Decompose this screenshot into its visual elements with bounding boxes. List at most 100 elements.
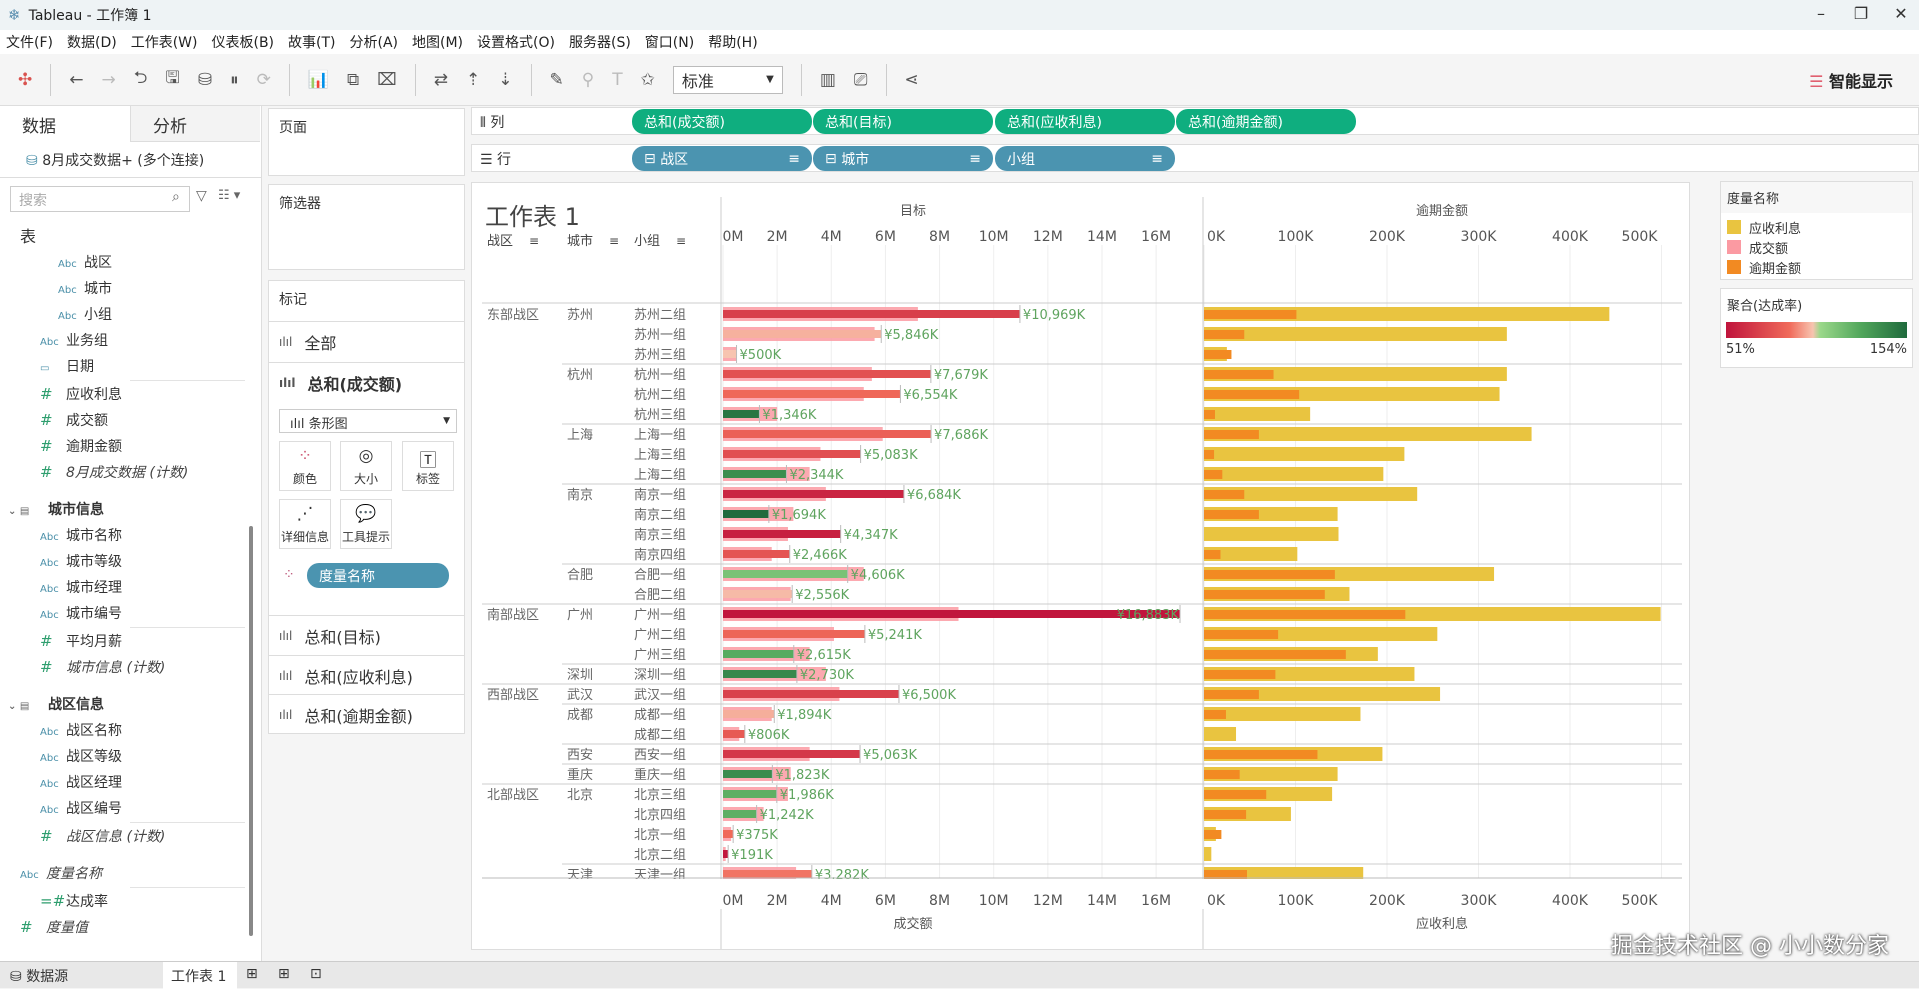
menu-item[interactable]: 文件(F)	[6, 35, 53, 51]
field-item[interactable]: # 战区信息 (计数)	[0, 823, 250, 849]
menu-item[interactable]: 数据(D)	[66, 35, 117, 51]
menu-item[interactable]: 故事(T)	[288, 35, 336, 51]
legend-item[interactable]: 成交额	[1721, 237, 1912, 257]
field-item[interactable]: Abc 城市经理	[0, 575, 250, 601]
view-options-icon[interactable]: ☷ ▾	[218, 188, 241, 203]
column-pill-target[interactable]: 总和(目标)	[813, 109, 993, 134]
field-item[interactable]: #8月成交数据 (计数)	[0, 459, 250, 485]
refresh-icon[interactable]: ⟳	[256, 69, 271, 90]
field-item[interactable]: ▭ 日期	[0, 354, 250, 380]
menu-item[interactable]: 帮助(H)	[708, 35, 758, 51]
close-button[interactable]: ✕	[1894, 4, 1908, 23]
new-datasource-icon[interactable]: ⛁	[197, 69, 213, 90]
search-input[interactable]: 搜索	[10, 186, 190, 212]
swap-icon[interactable]: ⇄	[433, 69, 449, 90]
minimize-button[interactable]: –	[1817, 4, 1825, 23]
highlight-icon[interactable]: ✎	[549, 69, 564, 90]
field-item[interactable]: Abc 小组	[0, 302, 250, 328]
pages-shelf[interactable]: 页面	[268, 108, 465, 176]
group-icon[interactable]: ⚲	[581, 69, 595, 90]
menu-item[interactable]: 工作表(W)	[130, 35, 198, 51]
field-item[interactable]: # 度量值	[0, 914, 250, 940]
column-pill-deal[interactable]: 总和(成交额)	[632, 109, 812, 134]
columns-shelf[interactable]: ⫴ 列 总和(成交额) 总和(目标) 总和(应收利息) 总和(逾期金额)	[471, 107, 1919, 135]
new-dashboard-icon[interactable]: ⊞	[278, 966, 290, 982]
field-item[interactable]: Abc 战区	[0, 250, 250, 276]
field-item[interactable]: ⌄ ▤ 战区信息	[0, 692, 250, 718]
color-button[interactable]: ⁘ 颜色	[279, 441, 331, 491]
undo-icon[interactable]: ←	[69, 69, 84, 90]
field-item[interactable]: Abc 战区名称	[0, 718, 250, 744]
duplicate-sheet-icon[interactable]: ⧉	[347, 69, 360, 90]
tableau-home-icon[interactable]: ✣	[18, 69, 33, 90]
field-item[interactable]: Abc 城市	[0, 276, 250, 302]
menu-item[interactable]: 窗口(N)	[644, 35, 695, 51]
field-item[interactable]: # 城市信息 (计数)	[0, 654, 250, 680]
datasource-tab[interactable]: ⛁ 数据源	[10, 966, 68, 986]
field-item[interactable]: # 平均月薪	[0, 628, 250, 654]
marks-all[interactable]: ılıl 全部	[269, 321, 464, 362]
sheet-tab[interactable]: 工作表 1	[163, 962, 237, 989]
new-story-icon[interactable]: ⊡	[310, 966, 322, 982]
mark-type-select[interactable]: ılıl 条形图 ▼	[279, 409, 457, 433]
new-worksheet-icon[interactable]: ⊞	[246, 966, 258, 982]
menu-item[interactable]: 地图(M)	[412, 35, 464, 51]
rows-shelf[interactable]: ☰ 行 ⊟ 战区 ≡ ⊟ 城市 ≡ 小组 ≡	[471, 144, 1919, 172]
sort-descending-icon[interactable]: ⇣	[498, 69, 513, 90]
label-button[interactable]: 🅃 标签	[402, 441, 454, 491]
row-pill-region[interactable]: ⊟ 战区 ≡	[632, 146, 812, 171]
clear-sheet-icon[interactable]: ⌧	[377, 69, 397, 90]
share-icon[interactable]: ⋖	[904, 69, 919, 90]
datapane-scrollbar[interactable]	[249, 526, 253, 936]
tab-data[interactable]: 数据	[22, 117, 56, 137]
marks-target[interactable]: ılıl 总和(目标)	[269, 615, 464, 656]
field-item[interactable]: ⌄ ▤ 城市信息	[0, 497, 250, 523]
tooltip-button[interactable]: 💬 工具提示	[340, 499, 392, 549]
fit-select[interactable]: 标准 ▼	[672, 65, 783, 94]
show-me-button[interactable]: ☰ 智能显示	[1809, 68, 1893, 92]
pause-updates-icon[interactable]: ⏸	[230, 69, 239, 90]
tab-analysis[interactable]: 分析	[130, 106, 260, 142]
legend-item[interactable]: 逾期金额	[1721, 257, 1912, 277]
legend-item[interactable]: 应收利息	[1721, 217, 1912, 237]
field-item[interactable]: 表	[0, 224, 250, 250]
field-item[interactable]: =#达成率	[0, 888, 250, 914]
show-cards-icon[interactable]: ▥	[819, 69, 836, 90]
size-button[interactable]: ◎ 大小	[340, 441, 392, 491]
menu-item[interactable]: 仪表板(B)	[211, 35, 275, 51]
label-icon[interactable]: T	[612, 69, 623, 90]
field-item[interactable]: # 成交额	[0, 407, 250, 433]
filters-shelf[interactable]: 筛选器	[268, 184, 465, 270]
restore-button[interactable]: ❐	[1853, 4, 1869, 23]
save-icon[interactable]: 🖫	[165, 68, 180, 88]
presentation-icon[interactable]: ⎚	[853, 69, 868, 90]
new-sheet-icon[interactable]: 📊	[307, 69, 330, 90]
marks-overdue[interactable]: ılıl 总和(逾期金额)	[269, 694, 464, 735]
field-item[interactable]: Abc 战区编号	[0, 796, 250, 822]
redo-icon[interactable]: →	[101, 69, 116, 90]
row-pill-city[interactable]: ⊟ 城市 ≡	[813, 146, 993, 171]
marks-interest[interactable]: ılıl 总和(应收利息)	[269, 655, 464, 696]
menu-item[interactable]: 分析(A)	[349, 35, 399, 51]
field-item[interactable]: Abc 城市等级	[0, 549, 250, 575]
datasource-connection[interactable]: ⛁ 8月成交数据+ (多个连接)	[0, 142, 261, 178]
field-item[interactable]: Abc 城市名称	[0, 523, 250, 549]
pin-icon[interactable]: ✩	[640, 69, 655, 90]
column-pill-overdue[interactable]: 总和(逾期金额)	[1176, 109, 1356, 134]
field-item[interactable]: Abc 业务组	[0, 328, 250, 354]
field-item[interactable]: # 逾期金额	[0, 433, 250, 459]
sort-ascending-icon[interactable]: ⇡	[466, 69, 481, 90]
replay-icon[interactable]: ⮌	[133, 68, 148, 88]
row-pill-group[interactable]: 小组 ≡	[995, 146, 1175, 171]
marks-deal[interactable]: ılıl 总和(成交额)	[269, 362, 464, 403]
field-item[interactable]: Abc 城市编号	[0, 601, 250, 627]
detail-button[interactable]: ⋰ 详细信息	[279, 499, 331, 549]
field-item[interactable]: Abc 战区等级	[0, 744, 250, 770]
menu-item[interactable]: 服务器(S)	[568, 35, 631, 51]
field-item[interactable]: Abc 度量名称	[0, 861, 250, 887]
column-pill-interest[interactable]: 总和(应收利息)	[995, 109, 1175, 134]
filter-icon[interactable]: ▽	[196, 188, 207, 204]
field-item[interactable]: Abc 战区经理	[0, 770, 250, 796]
field-item[interactable]: # 应收利息	[0, 381, 250, 407]
measure-names-color-pill[interactable]: 度量名称	[307, 563, 449, 588]
